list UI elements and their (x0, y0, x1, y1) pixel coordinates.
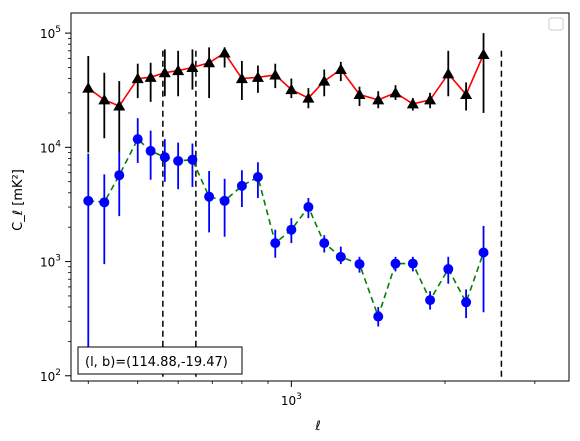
circle-marker (187, 154, 198, 165)
circle-marker (443, 264, 454, 275)
circle-marker (236, 180, 247, 191)
circle-marker (114, 170, 125, 181)
triangle-marker (318, 75, 331, 86)
circle-marker (204, 191, 215, 202)
circle-marker (461, 297, 472, 308)
y-tick-label: 104 (40, 139, 61, 155)
triangle-marker (144, 71, 157, 82)
data-layer (82, 33, 503, 381)
x-tick-label: 103 (281, 392, 302, 408)
triangle-marker (302, 92, 315, 103)
circle-marker (286, 224, 297, 235)
circle-marker (270, 238, 281, 249)
circle-marker (373, 311, 384, 322)
circle-marker (425, 295, 436, 306)
circle-marker (319, 238, 330, 249)
triangle-marker (353, 88, 366, 100)
circle-marker (145, 145, 156, 156)
triangle-marker (269, 68, 282, 80)
triangle-marker (334, 63, 347, 75)
annotation-text: (l, b)=(114.88,-19.47) (85, 355, 228, 370)
circle-marker (407, 258, 418, 269)
circle-marker (219, 195, 230, 206)
triangle-marker (82, 82, 95, 93)
circle-marker (173, 155, 184, 166)
circle-marker (478, 247, 489, 258)
triangle-marker (442, 67, 455, 79)
circle-marker (390, 258, 401, 269)
triangle-marker (186, 61, 199, 72)
circle-marker (159, 152, 170, 163)
triangle-marker (406, 97, 419, 109)
triangle-marker (131, 72, 144, 84)
circle-marker (354, 259, 365, 270)
y-tick-label: 105 (40, 25, 61, 41)
annotation-box (77, 346, 243, 375)
triangle-marker (98, 93, 111, 105)
triangle-marker (460, 88, 473, 100)
legend-box (548, 17, 564, 31)
y-tick-label: 102 (40, 368, 61, 384)
circle-marker (83, 195, 94, 206)
triangle-marker (158, 66, 171, 78)
x-axis-label: ℓ (314, 419, 320, 434)
triangle-marker (251, 71, 264, 82)
triangle-marker (218, 46, 231, 58)
circle-marker (252, 171, 263, 182)
circle-marker (132, 134, 143, 145)
y-axis-label: C_ℓ [mK²] (11, 169, 26, 231)
triangle-marker (372, 93, 385, 105)
triangle-marker (424, 93, 437, 105)
circle-marker (335, 251, 346, 262)
triangle-marker (235, 72, 248, 84)
triangle-marker (203, 56, 216, 68)
y-tick-label: 103 (40, 254, 61, 270)
triangle-marker (477, 48, 490, 59)
circle-marker (99, 197, 110, 208)
triangle-marker (389, 86, 402, 98)
triangle-marker (113, 100, 126, 111)
plot-frame (70, 12, 570, 382)
circle-marker (303, 202, 314, 213)
triangle-marker (172, 64, 185, 76)
triangle-marker (285, 83, 298, 95)
